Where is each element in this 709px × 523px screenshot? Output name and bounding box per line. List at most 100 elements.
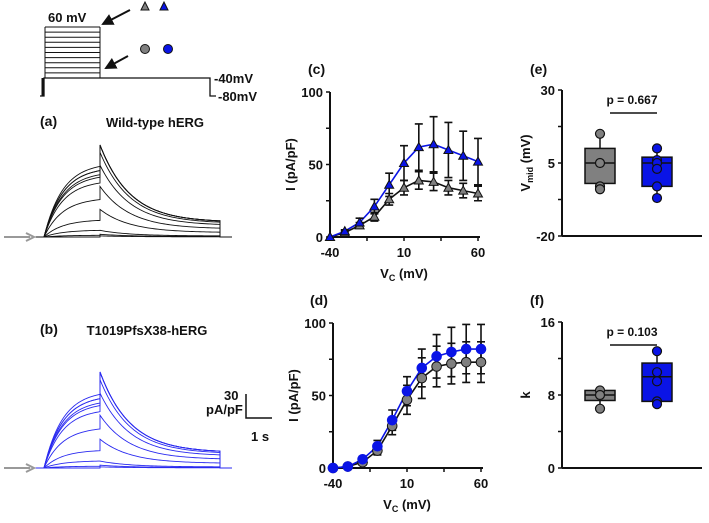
x-axis-label: VC (mV) (383, 497, 431, 514)
data-point (594, 184, 606, 195)
panel-a-label: (a) (40, 113, 57, 129)
data-point (401, 385, 413, 397)
y-tick-label: 50 (312, 389, 326, 404)
y-tick-label: 16 (541, 315, 555, 330)
current-trace (35, 413, 232, 469)
scale-bar-unit: pA/pF (206, 402, 243, 417)
data-point (594, 157, 606, 169)
panel-label: (e) (530, 61, 547, 77)
data-point (327, 462, 339, 474)
data-point (386, 414, 398, 426)
data-point (339, 225, 351, 236)
data-point (651, 143, 663, 154)
data-point (383, 193, 395, 204)
data-point (651, 346, 663, 357)
triangle-wild-type-icon (140, 0, 150, 11)
y-axis-label: I (pA/pF) (283, 138, 298, 191)
current-trace (35, 208, 232, 238)
y-tick-label: 100 (301, 85, 323, 100)
data-point (416, 372, 428, 384)
panel-label: (c) (308, 61, 325, 77)
p-value-annotation: p = 0.103 (606, 325, 657, 339)
data-point (369, 211, 380, 221)
scale-bar-time: 1 s (251, 429, 269, 444)
p-value-annotation: p = 0.667 (606, 93, 657, 107)
x-tick-label: 60 (471, 245, 485, 260)
data-point (472, 156, 484, 166)
data-point (651, 181, 663, 192)
voltage-protocol (40, 0, 216, 97)
zero-arrow-head-icon (25, 232, 37, 242)
data-point (372, 440, 383, 452)
current-trace (35, 165, 232, 238)
panel-b-label: (b) (40, 321, 58, 337)
data-point (324, 231, 336, 241)
triangle-mutant-icon (159, 0, 169, 11)
data-point (446, 358, 457, 369)
data-point (457, 185, 469, 195)
data-point (443, 182, 454, 192)
current-trace (35, 460, 232, 469)
data-point (460, 356, 472, 368)
data-point (472, 187, 484, 198)
protocol-base-label: -80mV (218, 89, 257, 104)
panel-label: (f) (530, 292, 544, 308)
scale-bar-value: 30 (224, 388, 238, 403)
data-point (651, 163, 663, 174)
chart-d: (d) 0 50 100 I (pA/pF) -40 10 60 VC (mV) (286, 292, 488, 514)
current-trace (35, 229, 232, 238)
data-point (460, 343, 472, 355)
data-point (594, 403, 606, 414)
data-point (357, 454, 368, 465)
data-point (651, 376, 663, 387)
current-trace (35, 438, 232, 469)
current-trace (35, 392, 232, 469)
data-point (594, 128, 606, 139)
data-point (431, 361, 442, 372)
data-point (651, 192, 663, 204)
data-point (443, 144, 454, 154)
circle-wild-type-icon (140, 44, 150, 54)
data-point (342, 461, 354, 472)
wild-type-current-traces (4, 144, 232, 242)
data-point (428, 138, 439, 149)
data-point (398, 157, 410, 168)
data-point (383, 179, 395, 189)
y-tick-label: 100 (304, 316, 326, 331)
current-trace (35, 371, 232, 469)
data-point (651, 399, 663, 410)
data-point (413, 174, 425, 185)
scale-bar (245, 394, 272, 419)
protocol-hold-label: -40mV (214, 71, 253, 86)
y-tick-label: 5 (548, 156, 555, 171)
data-point (413, 141, 425, 152)
circle-mutant-icon (163, 44, 173, 54)
current-trace (35, 144, 232, 238)
current-trace (35, 233, 232, 238)
data-point (401, 394, 413, 406)
y-axis-label: I (pA/pF) (286, 369, 301, 422)
y-tick-label: 8 (548, 388, 555, 403)
protocol-60mv-label: 60 mV (48, 10, 87, 25)
data-point (475, 356, 487, 368)
chart-e: (e) -20 5 30 Vmid (mV) p = 0.667 (518, 61, 702, 244)
panel-label: (d) (310, 292, 328, 308)
chart-c: (c) 0 50 100 I (pA/pF) -40 10 60 VC (mV) (283, 61, 485, 283)
data-point (651, 367, 663, 378)
data-point (369, 201, 380, 211)
data-point (457, 150, 469, 160)
y-axis-label: k (518, 391, 533, 399)
holding-line (40, 77, 216, 97)
y-axis-label: Vmid (mV) (518, 134, 535, 191)
data-point (416, 362, 428, 374)
x-tick-label: -40 (324, 476, 343, 491)
data-point (475, 343, 487, 355)
y-tick-label: 30 (541, 83, 555, 98)
y-tick-label: 0 (548, 461, 555, 476)
data-point (354, 216, 365, 227)
data-point (594, 389, 606, 401)
arrow-step-icon (101, 9, 131, 25)
data-point (431, 351, 442, 362)
